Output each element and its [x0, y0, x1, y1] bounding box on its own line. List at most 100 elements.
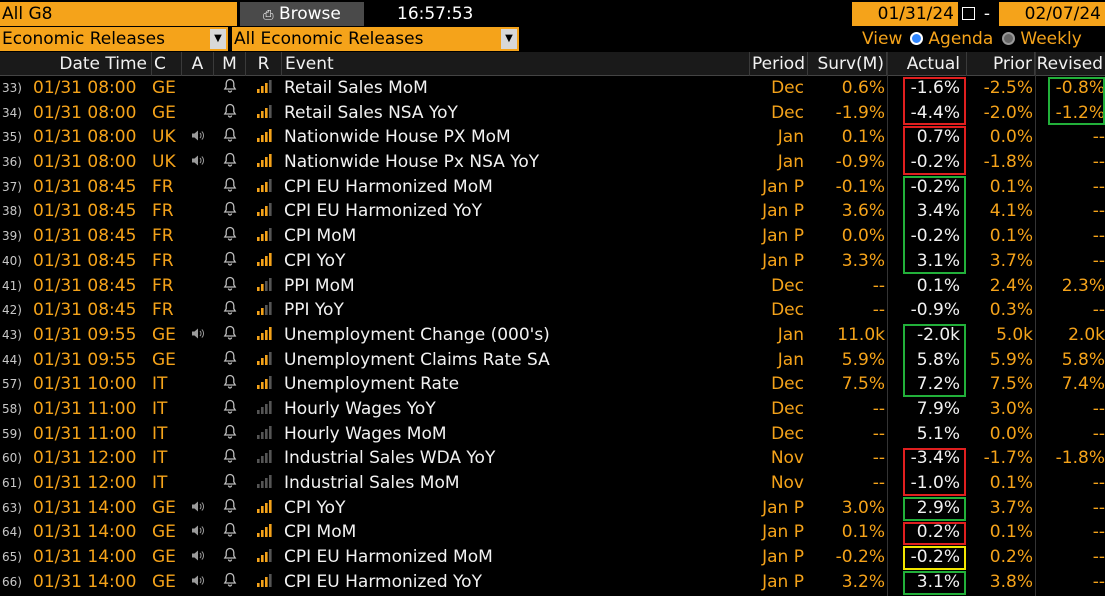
event-name[interactable]: Nationwide House Px NSA YoY: [284, 152, 540, 173]
bell-icon[interactable]: [214, 471, 246, 496]
date-from-calendar-icon[interactable]: [958, 2, 976, 26]
event-name[interactable]: CPI EU Harmonized YoY: [284, 201, 482, 222]
bell-icon[interactable]: [214, 570, 246, 595]
table-row[interactable]: 60) 01/31 12:00 IT Industrial Sales WDA YoY…: [0, 446, 1105, 471]
event-name[interactable]: Unemployment Rate: [284, 374, 460, 395]
event-name[interactable]: Hourly Wages MoM: [284, 423, 447, 444]
survey-median: 0.1%: [841, 522, 885, 543]
table-row[interactable]: 37) 01/31 08:45 FR CPI EU Harmonized MoM Jan…: [0, 175, 1105, 200]
table-row[interactable]: 61) 01/31 12:00 IT Industrial Sales MoM Nov -…: [0, 471, 1105, 496]
col-event[interactable]: Event: [282, 52, 750, 76]
col-revised[interactable]: Revised: [1036, 54, 1103, 74]
bell-icon[interactable]: [214, 199, 246, 224]
table-row[interactable]: 43) 01/31 09:55 GE Unemployment Change (000…: [0, 323, 1105, 348]
event-name[interactable]: CPI EU Harmonized YoY: [284, 571, 482, 592]
bell-icon[interactable]: [214, 298, 246, 323]
event-name[interactable]: Unemployment Claims Rate SA: [284, 349, 550, 370]
bell-icon[interactable]: [214, 249, 246, 274]
table-row[interactable]: 38) 01/31 08:45 FR CPI EU Harmonized YoY Jan…: [0, 199, 1105, 224]
bell-icon[interactable]: [214, 76, 246, 101]
table-row[interactable]: 40) 01/31 08:45 FR CPI YoY Jan P 3.3% 3.1% 3.7%…: [0, 249, 1105, 274]
table-row[interactable]: 33) 01/31 08:00 GE Retail Sales MoM Dec 0.6% -…: [0, 76, 1105, 101]
event-name[interactable]: PPI YoY: [284, 300, 344, 321]
bell-icon[interactable]: [214, 125, 246, 150]
category-dropdown[interactable]: Economic Releases ▼: [0, 27, 228, 51]
bell-icon[interactable]: [214, 372, 246, 397]
date-to-field[interactable]: 02/07/24: [999, 2, 1105, 26]
speaker-icon[interactable]: [182, 570, 214, 595]
event-name[interactable]: Retail Sales NSA YoY: [284, 102, 458, 123]
table-row[interactable]: 44) 01/31 09:55 GE Unemployment Claims Rate…: [0, 348, 1105, 373]
bell-icon[interactable]: [214, 446, 246, 471]
view-label: View: [862, 29, 903, 49]
event-name[interactable]: CPI MoM: [284, 522, 357, 543]
event-name[interactable]: CPI EU Harmonized MoM: [284, 176, 493, 197]
table-row[interactable]: 35) 01/31 08:00 UK Nationwide House PX MoM J…: [0, 125, 1105, 150]
event-name[interactable]: Hourly Wages YoY: [284, 398, 436, 419]
col-country[interactable]: C: [152, 52, 182, 76]
col-datetime[interactable]: Date Time: [0, 52, 152, 76]
speaker-icon[interactable]: [182, 323, 214, 348]
agenda-radio[interactable]: Agenda: [908, 27, 1002, 51]
actual-value: -3.4%: [910, 448, 960, 469]
table-row[interactable]: 63) 01/31 14:00 GE CPI YoY Jan P 3.0% 2.9% 3.7%…: [0, 496, 1105, 521]
table-row[interactable]: 66) 01/31 14:00 GE CPI EU Harmonized YoY Jan…: [0, 570, 1105, 595]
table-row[interactable]: 39) 01/31 08:45 FR CPI MoM Jan P 0.0% -0.2% 0.1…: [0, 224, 1105, 249]
col-monitor[interactable]: M: [214, 52, 246, 76]
bell-icon[interactable]: [214, 224, 246, 249]
event-name[interactable]: Unemployment Change (000's): [284, 324, 550, 345]
col-period[interactable]: Period: [750, 52, 808, 76]
group-selector[interactable]: All G8: [0, 2, 237, 26]
weekly-radio[interactable]: Weekly: [1000, 27, 1105, 51]
bell-icon[interactable]: [214, 496, 246, 521]
event-name[interactable]: Industrial Sales MoM: [284, 473, 460, 493]
audio-empty: [182, 249, 214, 274]
table-row[interactable]: 58) 01/31 11:00 IT Hourly Wages YoY Dec -- 7.9…: [0, 397, 1105, 422]
col-actual[interactable]: Actual: [887, 52, 967, 76]
speaker-icon[interactable]: [182, 545, 214, 570]
release-datetime: 01/31 14:00: [33, 547, 137, 568]
event-name[interactable]: Nationwide House PX MoM: [284, 127, 511, 148]
event-name[interactable]: Industrial Sales WDA YoY: [284, 448, 496, 469]
speaker-icon[interactable]: [182, 125, 214, 150]
bell-icon[interactable]: [214, 520, 246, 545]
table-row[interactable]: 64) 01/31 14:00 GE CPI MoM Jan P 0.1% 0.2% 0.1%…: [0, 520, 1105, 545]
event-name[interactable]: CPI MoM: [284, 226, 357, 247]
table-row[interactable]: 36) 01/31 08:00 UK Nationwide House Px NSA …: [0, 150, 1105, 175]
event-name[interactable]: CPI YoY: [284, 497, 346, 518]
table-row[interactable]: 34) 01/31 08:00 GE Retail Sales NSA YoY Dec -…: [0, 101, 1105, 126]
table-row[interactable]: 42) 01/31 08:45 FR PPI YoY Dec -- -0.9% 0.3% --: [0, 298, 1105, 323]
bell-icon[interactable]: [214, 397, 246, 422]
table-row[interactable]: 59) 01/31 11:00 IT Hourly Wages MoM Dec -- 5.1…: [0, 422, 1105, 447]
bell-icon[interactable]: [214, 348, 246, 373]
speaker-icon[interactable]: [182, 150, 214, 175]
table-row[interactable]: 41) 01/31 08:45 FR PPI MoM Dec -- 0.1% 2.4% 2.3%: [0, 274, 1105, 299]
browse-button[interactable]: ⎙ Browse: [240, 2, 364, 26]
bell-icon[interactable]: [214, 150, 246, 175]
event-name[interactable]: Retail Sales MoM: [284, 78, 428, 98]
actual-value: 5.8%: [916, 349, 960, 370]
bell-icon[interactable]: [214, 101, 246, 126]
speaker-icon[interactable]: [182, 520, 214, 545]
col-relevance[interactable]: R: [246, 52, 282, 76]
bell-icon[interactable]: [214, 422, 246, 447]
speaker-icon[interactable]: [182, 496, 214, 521]
col-audio[interactable]: A: [182, 52, 214, 76]
col-survey[interactable]: Surv(M): [808, 52, 887, 76]
bell-icon[interactable]: [214, 545, 246, 570]
bell-icon[interactable]: [214, 274, 246, 299]
subcategory-dropdown[interactable]: All Economic Releases ▼: [232, 27, 519, 51]
release-datetime: 01/31 08:00: [33, 127, 137, 148]
row-number: 35): [2, 130, 22, 145]
event-name[interactable]: CPI EU Harmonized MoM: [284, 547, 493, 568]
col-prior[interactable]: Prior: [967, 52, 1035, 76]
table-row[interactable]: 65) 01/31 14:00 GE CPI EU Harmonized MoM Jan…: [0, 545, 1105, 570]
date-from-field[interactable]: 01/31/24: [852, 2, 958, 26]
bell-icon[interactable]: [214, 175, 246, 200]
release-datetime: 01/31 09:55: [33, 349, 137, 370]
event-name[interactable]: PPI MoM: [284, 275, 355, 296]
event-name[interactable]: CPI YoY: [284, 250, 346, 271]
bell-icon[interactable]: [214, 323, 246, 348]
table-row[interactable]: 57) 01/31 10:00 IT Unemployment Rate Dec 7.5%…: [0, 372, 1105, 397]
prior-value: -2.0%: [983, 102, 1033, 123]
